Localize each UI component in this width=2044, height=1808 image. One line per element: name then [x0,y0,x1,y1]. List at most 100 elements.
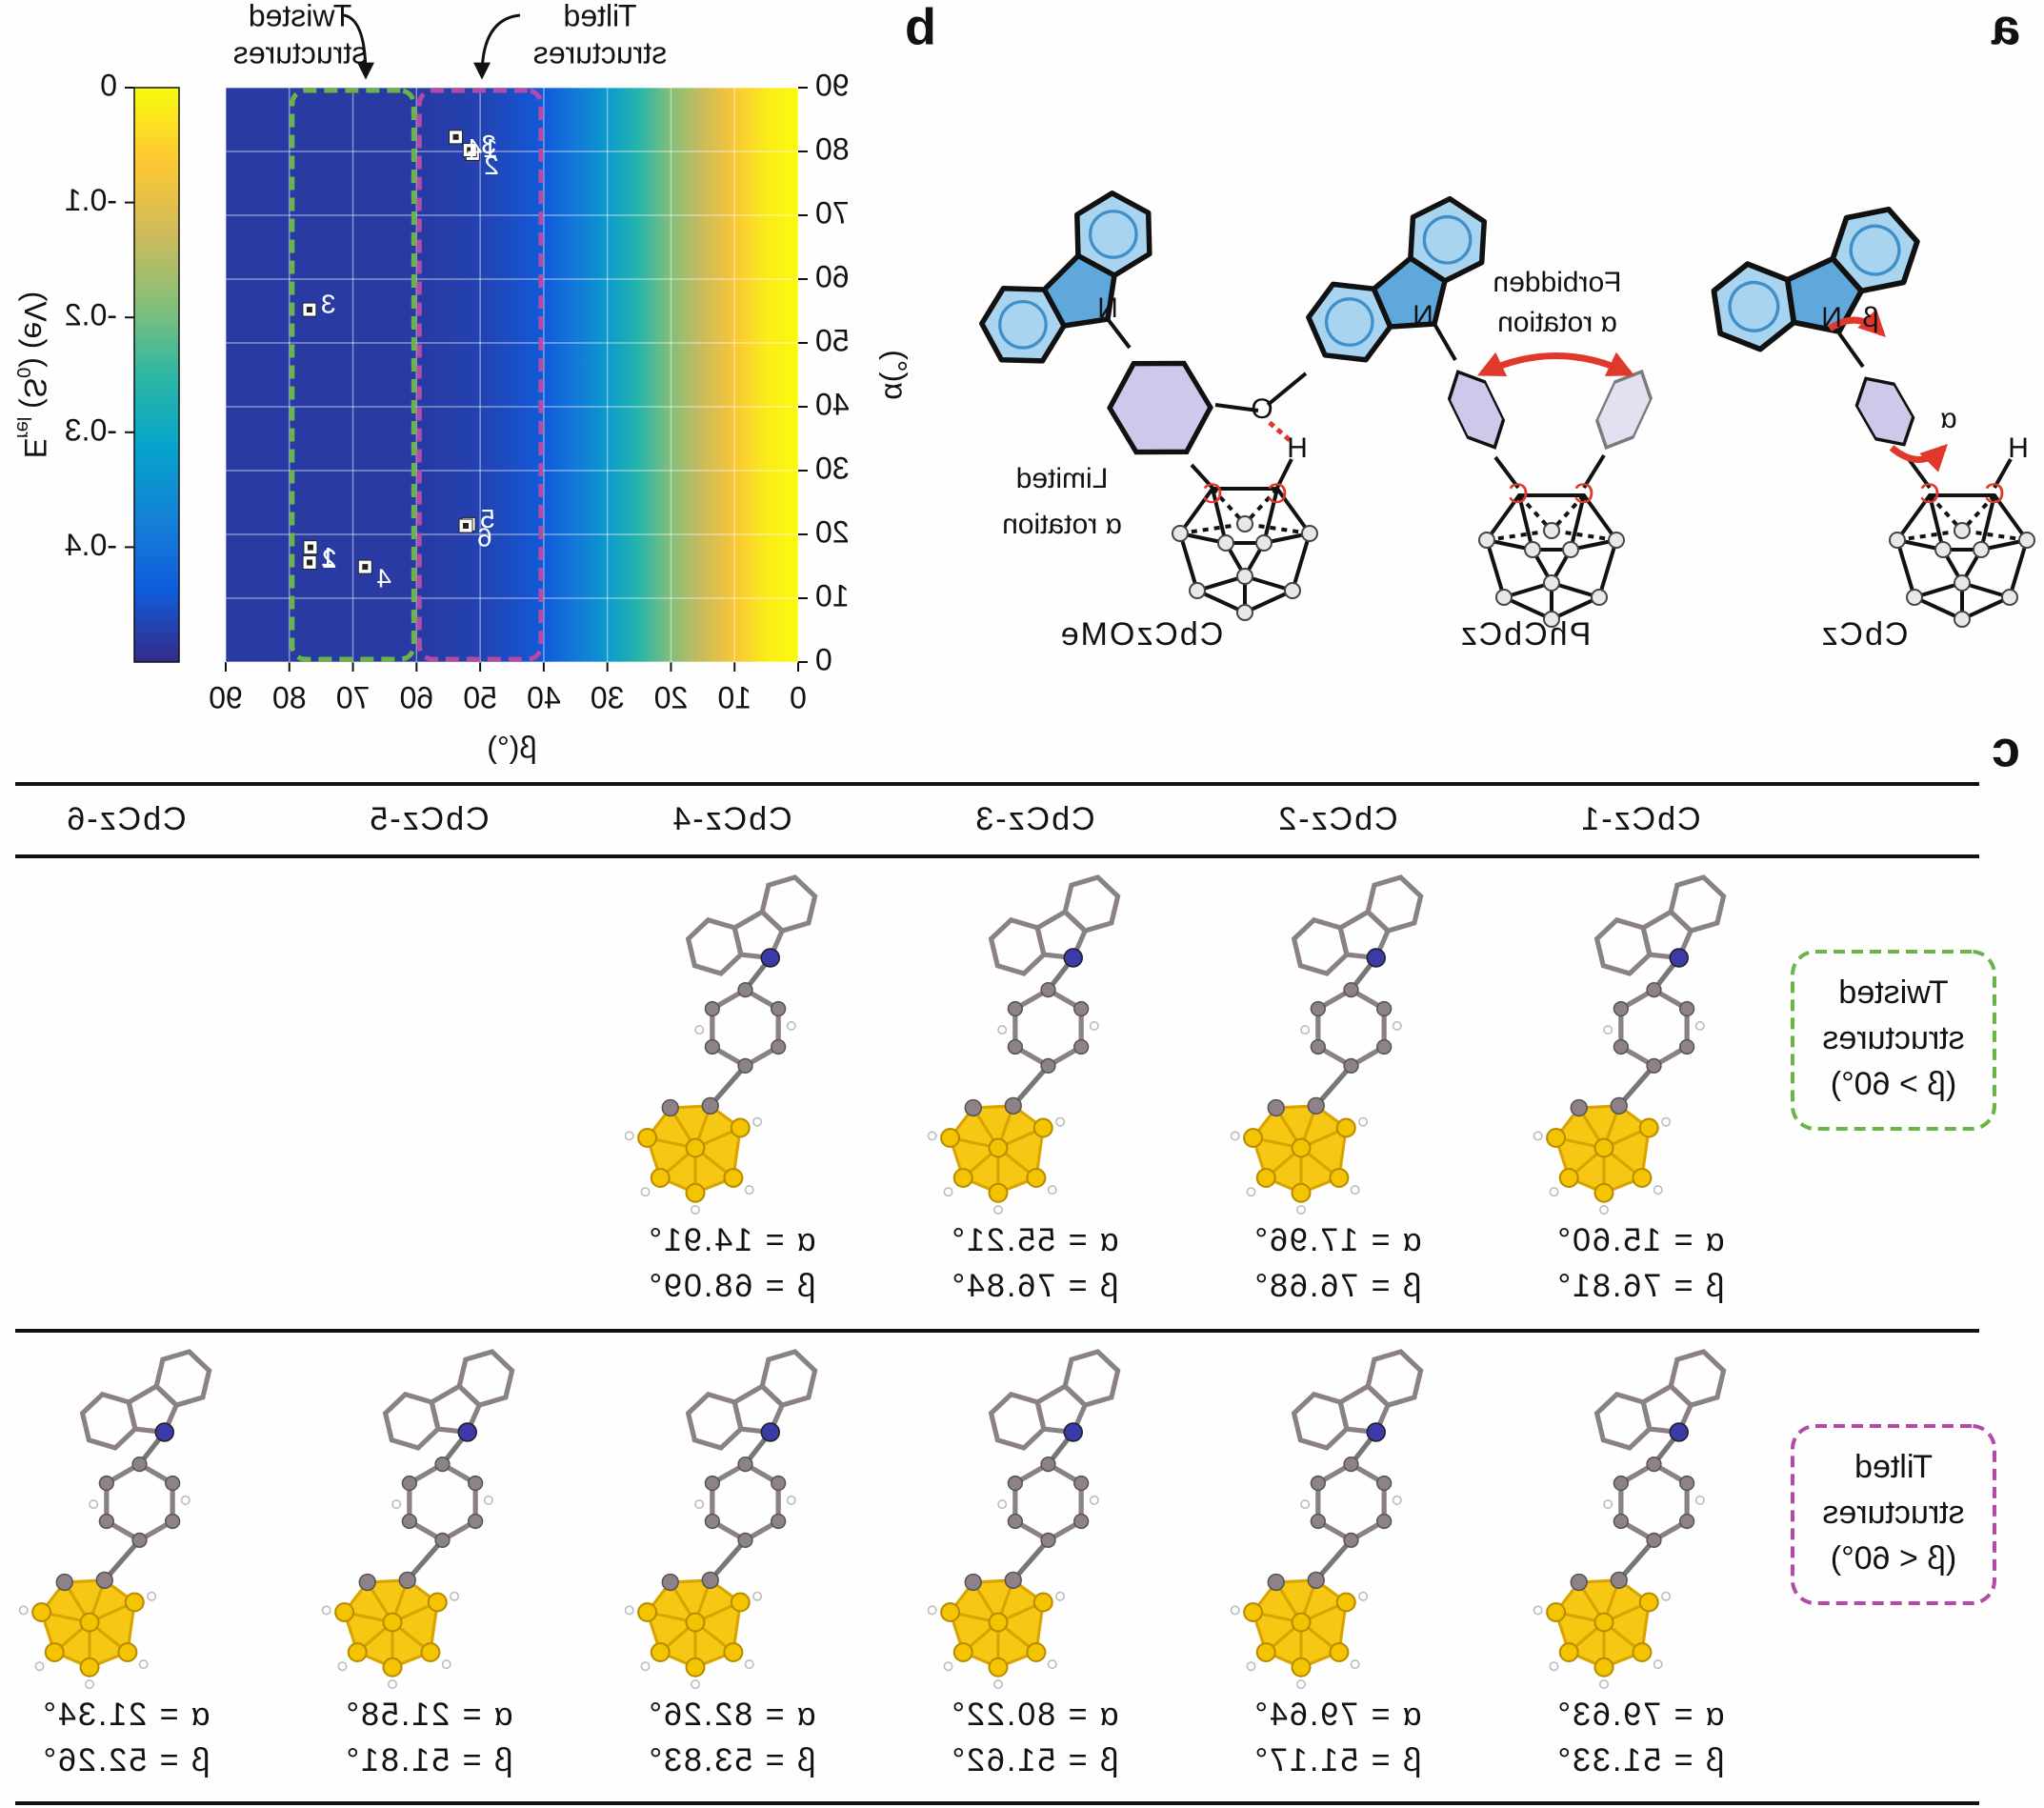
row-label-box [1791,1424,1996,1605]
column-header: CbCz-6 [65,801,186,837]
angle-value: α = 55.21° [950,1222,1118,1258]
annotation-arrow [343,13,374,80]
atom-label: C [1267,478,1288,510]
angle-value: β = 76.81° [1556,1268,1725,1304]
atom-label: C [1984,478,2005,510]
row-label: Tilted [1854,1449,1933,1485]
angle-value: β = 76.84° [951,1268,1119,1304]
molecule-name: CbCz [1819,616,1908,653]
point-label: 6 [477,522,492,552]
point-label: 3 [321,289,336,318]
point-label: 4 [376,563,391,593]
column-header: CbCz-3 [973,801,1094,837]
point-center [306,307,312,313]
y-tick-label: 20 [815,514,850,549]
bond [1106,317,1308,490]
point-label: 2 [484,151,499,180]
colorbar-label-part: (S [18,378,52,417]
x-tick-label: 20 [654,680,689,714]
y-tick-label: 40 [815,387,850,421]
note: Forbidden [1493,267,1621,298]
row-label-box [1791,950,1996,1131]
atom-label: H [1287,432,1308,464]
colorbar-tick-label: -0.1 [65,183,117,217]
colorbar-label-part: ) (eV) [18,291,52,368]
x-tick-label: 0 [790,680,807,714]
heatmap [226,88,798,662]
colorbar-label-part: rel [12,417,33,438]
x-tick-label: 70 [336,680,371,714]
angle-value: α = 21.58° [344,1697,512,1733]
y-tick-label: 30 [815,451,850,485]
colorbar-tick-label: 0 [100,68,117,102]
region-label: Twisted [249,0,351,32]
angle-value: α = 17.96° [1252,1222,1421,1258]
atom-label: N [1097,292,1118,324]
column-header: CbCz-2 [1276,801,1397,837]
point-center [307,559,313,566]
x-tick-label: 10 [717,680,751,714]
panel-label: b [905,0,936,55]
row-label: structures [1822,1495,1964,1531]
atom-label: H [2008,432,2029,464]
angle-value: α = 79.63° [1555,1697,1724,1733]
region-label: structures [533,35,667,70]
molecule-name: CbCzOMe [1059,616,1224,653]
y-tick-label: 80 [815,131,850,166]
panel-label: a [1991,0,2020,55]
y-tick-label: 70 [815,195,850,230]
y-axis-label: α(°) [879,350,913,400]
x-tick-label: 90 [209,680,243,714]
hydrogen-bond [1266,419,1292,442]
atom-label: C [1573,478,1594,510]
row-label: (β < 60°) [1831,1540,1956,1577]
y-tick-label: 10 [815,578,850,613]
row-label: Twisted [1838,974,1948,1011]
region-box [290,88,416,662]
panel-label: c [1992,720,2020,777]
note: α rotation [1497,307,1617,338]
colorbar-tick-label: -0.4 [65,528,117,562]
x-tick-label: 50 [463,680,497,714]
angle-value: β = 51.62° [951,1742,1119,1778]
region-label: structures [233,35,367,70]
column-header: CbCz-4 [671,801,792,837]
angle-value: β = 76.68° [1253,1268,1422,1304]
point-center [467,147,473,153]
atom-label: N [1821,302,1842,333]
rotation-arrow [1828,309,1886,337]
note: Limited [1016,463,1109,494]
y-tick-label: 50 [815,323,850,357]
point-label: 2 [322,544,337,573]
point-center [452,133,459,140]
atom-label: C [1508,478,1529,510]
point-label: 3 [481,130,496,159]
atom-label: C [1202,478,1223,510]
angle-value: β = 68.09° [648,1268,816,1304]
rotation-arrow [1889,444,1948,472]
angle-value: β = 51.81° [345,1742,513,1778]
point-label: 1 [483,133,498,163]
angle-value: α = 82.26° [647,1697,815,1733]
atom-label: C [1919,478,1940,510]
angle-label: α [1940,403,1956,434]
angle-value: β = 51.33° [1556,1742,1725,1778]
angle-value: β = 52.26° [42,1742,210,1778]
colorbar-tick-label: -0.2 [65,298,117,332]
row-label: (β > 60°) [1831,1066,1956,1102]
colorbar-label-part: E [18,438,52,458]
region-box [416,88,544,662]
annotation-arrow [473,13,521,80]
angle-value: α = 21.34° [41,1697,210,1733]
bond [1433,322,1606,490]
x-tick-label: 80 [272,680,307,714]
x-tick-label: 40 [527,680,561,714]
angle-value: α = 80.22° [950,1697,1118,1733]
molecule-cbcz: N C C H β α CbCz [1698,195,2036,653]
molecule-cbczome: N C C H O Limited α rotation CbCzOMe [967,178,1319,653]
molecule-phcbcz: N C C Forbidden α rotation PhCbCz [1293,184,1660,653]
column-header: CbCz-5 [368,801,489,837]
point-label: 1 [321,542,336,572]
y-tick-label: 0 [815,642,832,676]
